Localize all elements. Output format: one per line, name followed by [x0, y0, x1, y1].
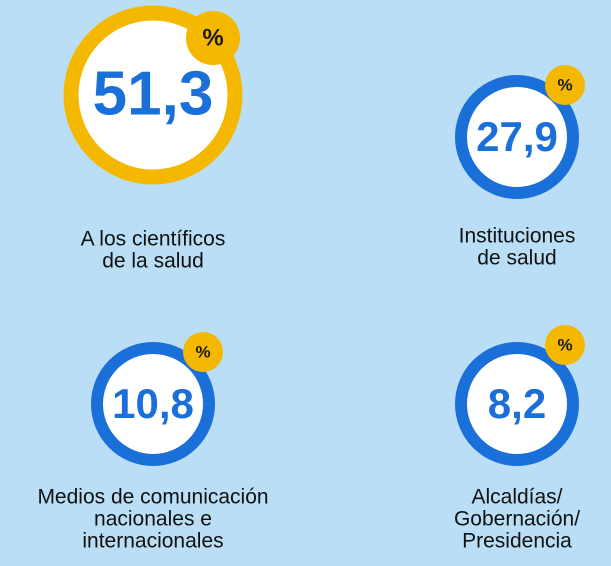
label-line: Gobernación/ [454, 508, 580, 531]
label-line: Alcaldías/ [471, 486, 562, 509]
value: 10,8 [112, 380, 194, 427]
value: 27,9 [476, 113, 558, 160]
unit: % [557, 335, 572, 354]
value: 51,3 [93, 59, 214, 128]
unit: % [202, 24, 223, 51]
ring [455, 342, 579, 466]
label-line: Instituciones [459, 225, 576, 248]
unit: % [557, 75, 572, 94]
badge [183, 332, 223, 372]
label-line: internacionales [82, 530, 223, 553]
label-line: de la salud [102, 250, 204, 273]
badge [545, 65, 585, 105]
label-line: de salud [477, 247, 556, 270]
label-line: A los científicos [81, 228, 226, 251]
ring [455, 75, 579, 199]
label-line: Presidencia [462, 530, 572, 553]
ring [91, 342, 215, 466]
unit: % [195, 342, 210, 361]
value: 8,2 [488, 380, 546, 427]
label-line: nacionales e [94, 508, 212, 531]
label-line: Medios de comunicación [37, 486, 268, 509]
badge [186, 11, 240, 65]
badge [545, 325, 585, 365]
